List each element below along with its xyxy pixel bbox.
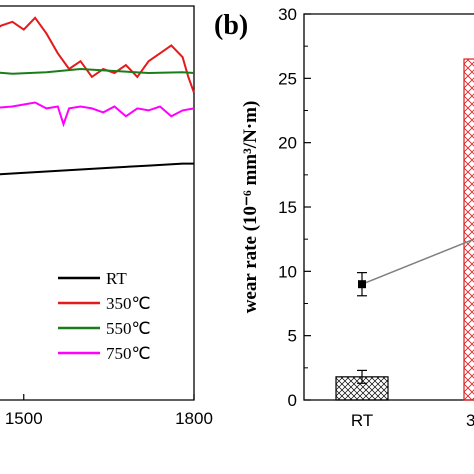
panel-b-y-axis-label: wear rate (10⁻⁶ mm³/N·m) <box>240 101 261 314</box>
x-category-label: RT <box>351 411 373 430</box>
panel-a-x-ticks: 120015001800 <box>5 394 213 428</box>
panel-a-legend: RT 350℃ 550℃ 750℃ <box>58 269 151 363</box>
panel-b: (b) wear rate (10⁻⁶ mm³/N·m) 0 5 10 15 20 25 3… <box>214 5 474 430</box>
point-connector-line <box>361 238 474 285</box>
panel-b-axes <box>303 13 474 401</box>
data-point-marker <box>358 280 366 289</box>
legend-label-750: 750℃ <box>106 344 151 363</box>
series-line-1 <box>0 16 195 94</box>
series-line-0 <box>0 162 194 176</box>
x-tick-label: 1800 <box>175 409 213 428</box>
legend-label-rt: RT <box>106 269 127 288</box>
panel-a-axes <box>0 5 195 401</box>
legend-label-550: 550℃ <box>106 319 151 338</box>
legend-label-350: 350℃ <box>106 294 151 313</box>
panel-a: 120015001800 RT 350℃ 550℃ 750℃ <box>0 5 213 428</box>
y-tick-label: 0 <box>288 391 297 410</box>
y-tick-label: 20 <box>278 134 297 153</box>
panel-a-series <box>0 16 195 176</box>
y-tick-label: 5 <box>288 327 297 346</box>
panel-b-bars <box>335 58 474 401</box>
series-line-2 <box>0 67 195 75</box>
x-category-label: 3 <box>466 411 474 430</box>
panel-b-y-ticks: 0 5 10 15 20 25 30 <box>278 5 311 410</box>
y-tick-label: 30 <box>278 5 297 24</box>
bar-1 <box>463 58 474 401</box>
y-tick-label: 10 <box>278 262 297 281</box>
series-line-3 <box>0 101 195 128</box>
y-tick-label: 25 <box>278 69 297 88</box>
panel-b-x-labels: RT 3 <box>351 411 474 430</box>
panel-b-label: (b) <box>214 10 248 41</box>
y-tick-label: 15 <box>278 198 297 217</box>
x-tick-label: 1500 <box>5 409 43 428</box>
